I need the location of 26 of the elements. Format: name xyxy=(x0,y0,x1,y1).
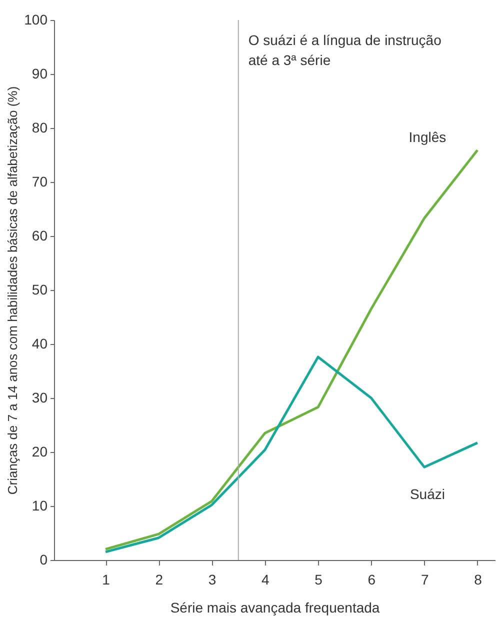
x-tick-label: 5 xyxy=(314,572,323,588)
x-tick-label: 8 xyxy=(474,572,482,588)
y-tick-label: 10 xyxy=(32,498,48,514)
annotation: O suázi é a língua de instrução até a 3ª série xyxy=(248,32,442,68)
x-tick-label: 6 xyxy=(368,572,376,588)
y-tick-label: 70 xyxy=(32,174,48,190)
y-tick-label: 50 xyxy=(32,282,48,298)
y-tick-label: 30 xyxy=(32,390,48,406)
y-tick-label: 20 xyxy=(32,444,48,460)
line-series xyxy=(104,356,479,554)
series-label: Suázi xyxy=(410,486,445,502)
y-axis-title: Crianças de 7 a 14 anos com habilidades básicas de alfabetização (%) xyxy=(5,86,20,495)
x-tick-label: 2 xyxy=(155,572,164,588)
line-series xyxy=(104,148,479,550)
x-tick-label: 1 xyxy=(102,572,110,588)
x-tick-label: 7 xyxy=(420,572,429,588)
y-tick-label: 90 xyxy=(32,66,48,82)
y-tick-label: 100 xyxy=(24,12,48,28)
y-tick-label: 40 xyxy=(32,336,48,352)
y-tick-label: 0 xyxy=(40,552,48,568)
x-tick-label: 3 xyxy=(208,572,216,588)
x-tick-label: 4 xyxy=(262,572,270,588)
series-label: Inglês xyxy=(408,129,446,146)
y-tick-label: 60 xyxy=(32,228,48,244)
y-tick-label: 80 xyxy=(32,120,48,136)
x-axis-title: Série mais avançada frequentada xyxy=(170,600,380,616)
